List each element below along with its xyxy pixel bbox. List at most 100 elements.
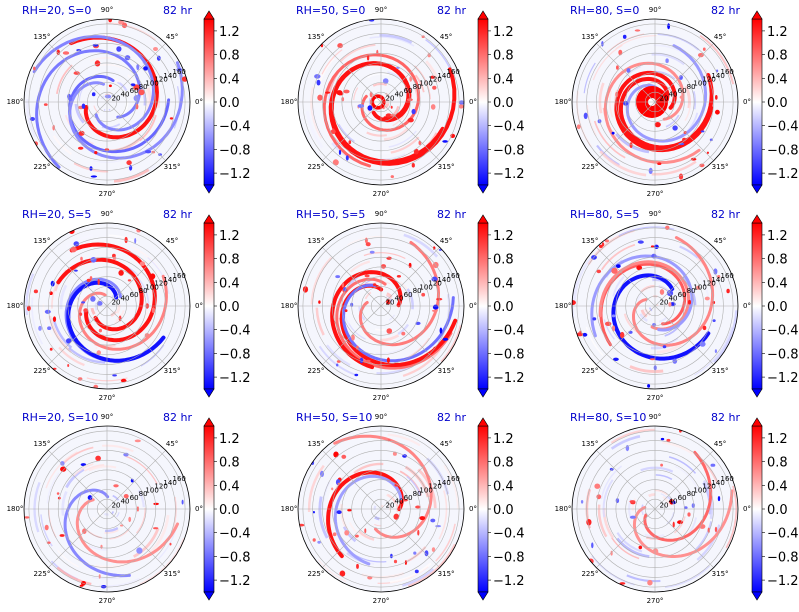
swirl-texture xyxy=(349,260,371,273)
convective-cell xyxy=(343,89,350,94)
swirl-texture xyxy=(83,546,116,555)
colorbar-tick-label: −1.2 xyxy=(219,574,251,589)
swirl-texture xyxy=(648,493,656,498)
convective-cell xyxy=(710,463,716,467)
swirl-texture xyxy=(392,113,405,127)
colorbar-gradient xyxy=(477,425,489,593)
convective-cell xyxy=(601,242,605,247)
angle-tick-label: 90° xyxy=(101,413,113,421)
convective-cell xyxy=(133,84,140,91)
angle-tick-label: 135° xyxy=(581,33,598,41)
convective-cell xyxy=(354,373,359,377)
field-pattern xyxy=(305,19,464,179)
swirl-texture xyxy=(618,226,675,237)
angle-tick-label: 90° xyxy=(101,210,113,218)
swirl-texture xyxy=(612,276,625,297)
swirl-texture xyxy=(88,544,108,551)
convective-cell xyxy=(382,78,389,84)
angle-tick-label: 225° xyxy=(581,570,598,578)
swirl-texture xyxy=(97,509,103,517)
convective-cell xyxy=(404,560,407,565)
radial-tick-label: 40 xyxy=(669,295,678,303)
angle-tick-label: 135° xyxy=(307,33,324,41)
panel-time: 82 hr xyxy=(711,4,740,17)
colorbar-tick-label: 0.0 xyxy=(219,96,240,111)
swirl-texture xyxy=(609,90,614,118)
polar-frame xyxy=(571,222,739,390)
convective-cell xyxy=(660,463,663,467)
swirl-texture xyxy=(657,33,700,51)
convective-cell xyxy=(74,269,78,272)
swirl-texture xyxy=(342,526,357,543)
convective-cell xyxy=(408,262,412,268)
convective-cell xyxy=(332,159,339,166)
convective-cell xyxy=(81,103,86,109)
angle-tick-label: 0° xyxy=(195,505,203,513)
radial-tick-label: 40 xyxy=(395,91,404,99)
convective-cell xyxy=(390,553,393,559)
swirl-texture xyxy=(649,151,680,159)
polar-frame xyxy=(23,425,191,593)
swirl-texture xyxy=(116,512,120,518)
swirl-texture xyxy=(376,534,393,540)
radial-tick-label: 60 xyxy=(678,494,687,502)
colorbar-gradient xyxy=(477,222,489,390)
polar-frame xyxy=(23,222,191,390)
radial-tick-label: 120 xyxy=(702,76,715,84)
angle-tick-label: 45° xyxy=(440,33,452,41)
radial-tick-label: 140 xyxy=(437,276,450,284)
convective-cell xyxy=(619,582,626,585)
swirl-texture xyxy=(61,490,68,516)
convective-cell xyxy=(390,105,393,109)
swirl-texture xyxy=(88,465,117,472)
radial-tick-label: 80 xyxy=(139,287,148,295)
swirl-texture xyxy=(600,243,636,271)
convective-cell xyxy=(430,104,436,110)
convective-cell xyxy=(652,548,659,555)
convective-cell xyxy=(367,105,373,111)
angle-gridline xyxy=(48,508,108,568)
colorbar-tick-label: 1.2 xyxy=(219,432,240,447)
convective-cell xyxy=(87,495,93,501)
radial-tick-label: 100 xyxy=(693,283,706,291)
angle-gridline xyxy=(322,43,382,103)
colorbar-tick-label: 0.4 xyxy=(219,479,240,494)
angle-tick-label: 0° xyxy=(743,98,751,106)
swirl-texture xyxy=(312,107,324,137)
colorbar-tick-label: −0.8 xyxy=(767,347,799,362)
swirl-texture xyxy=(353,462,384,474)
convective-cell xyxy=(647,579,653,586)
convective-cell xyxy=(433,246,436,250)
convective-cell xyxy=(112,253,116,258)
angle-gridline xyxy=(654,247,714,307)
convective-cell xyxy=(611,131,615,135)
convective-cell xyxy=(432,304,439,310)
swirl-texture xyxy=(108,234,139,244)
angle-tick-label: 225° xyxy=(307,367,324,375)
radial-tick-label: 100 xyxy=(145,486,158,494)
angle-tick-label: 135° xyxy=(307,237,324,245)
spiral-band xyxy=(643,450,713,542)
colorbar-tick-label: −0.4 xyxy=(493,120,525,135)
convective-cell xyxy=(330,129,336,134)
swirl-texture xyxy=(65,234,94,248)
convective-cell xyxy=(613,357,619,361)
convective-cell xyxy=(312,511,315,514)
colorbar-tick-label: 0.8 xyxy=(493,49,514,64)
swirl-texture xyxy=(616,532,643,553)
convective-cell xyxy=(702,47,706,51)
angle-tick-label: 180° xyxy=(7,505,24,513)
swirl-texture xyxy=(115,304,121,314)
angle-gridline xyxy=(596,450,656,510)
swirl-texture xyxy=(616,537,650,558)
radial-tick-label: 140 xyxy=(163,72,176,80)
swirl-texture xyxy=(610,428,655,444)
angle-tick-label: 315° xyxy=(164,367,181,375)
angle-tick-label: 135° xyxy=(33,33,50,41)
angle-tick-label: 225° xyxy=(33,367,50,375)
swirl-texture xyxy=(586,104,597,137)
convective-cell xyxy=(459,100,464,105)
swirl-texture xyxy=(56,64,73,95)
convective-cell xyxy=(59,534,65,537)
